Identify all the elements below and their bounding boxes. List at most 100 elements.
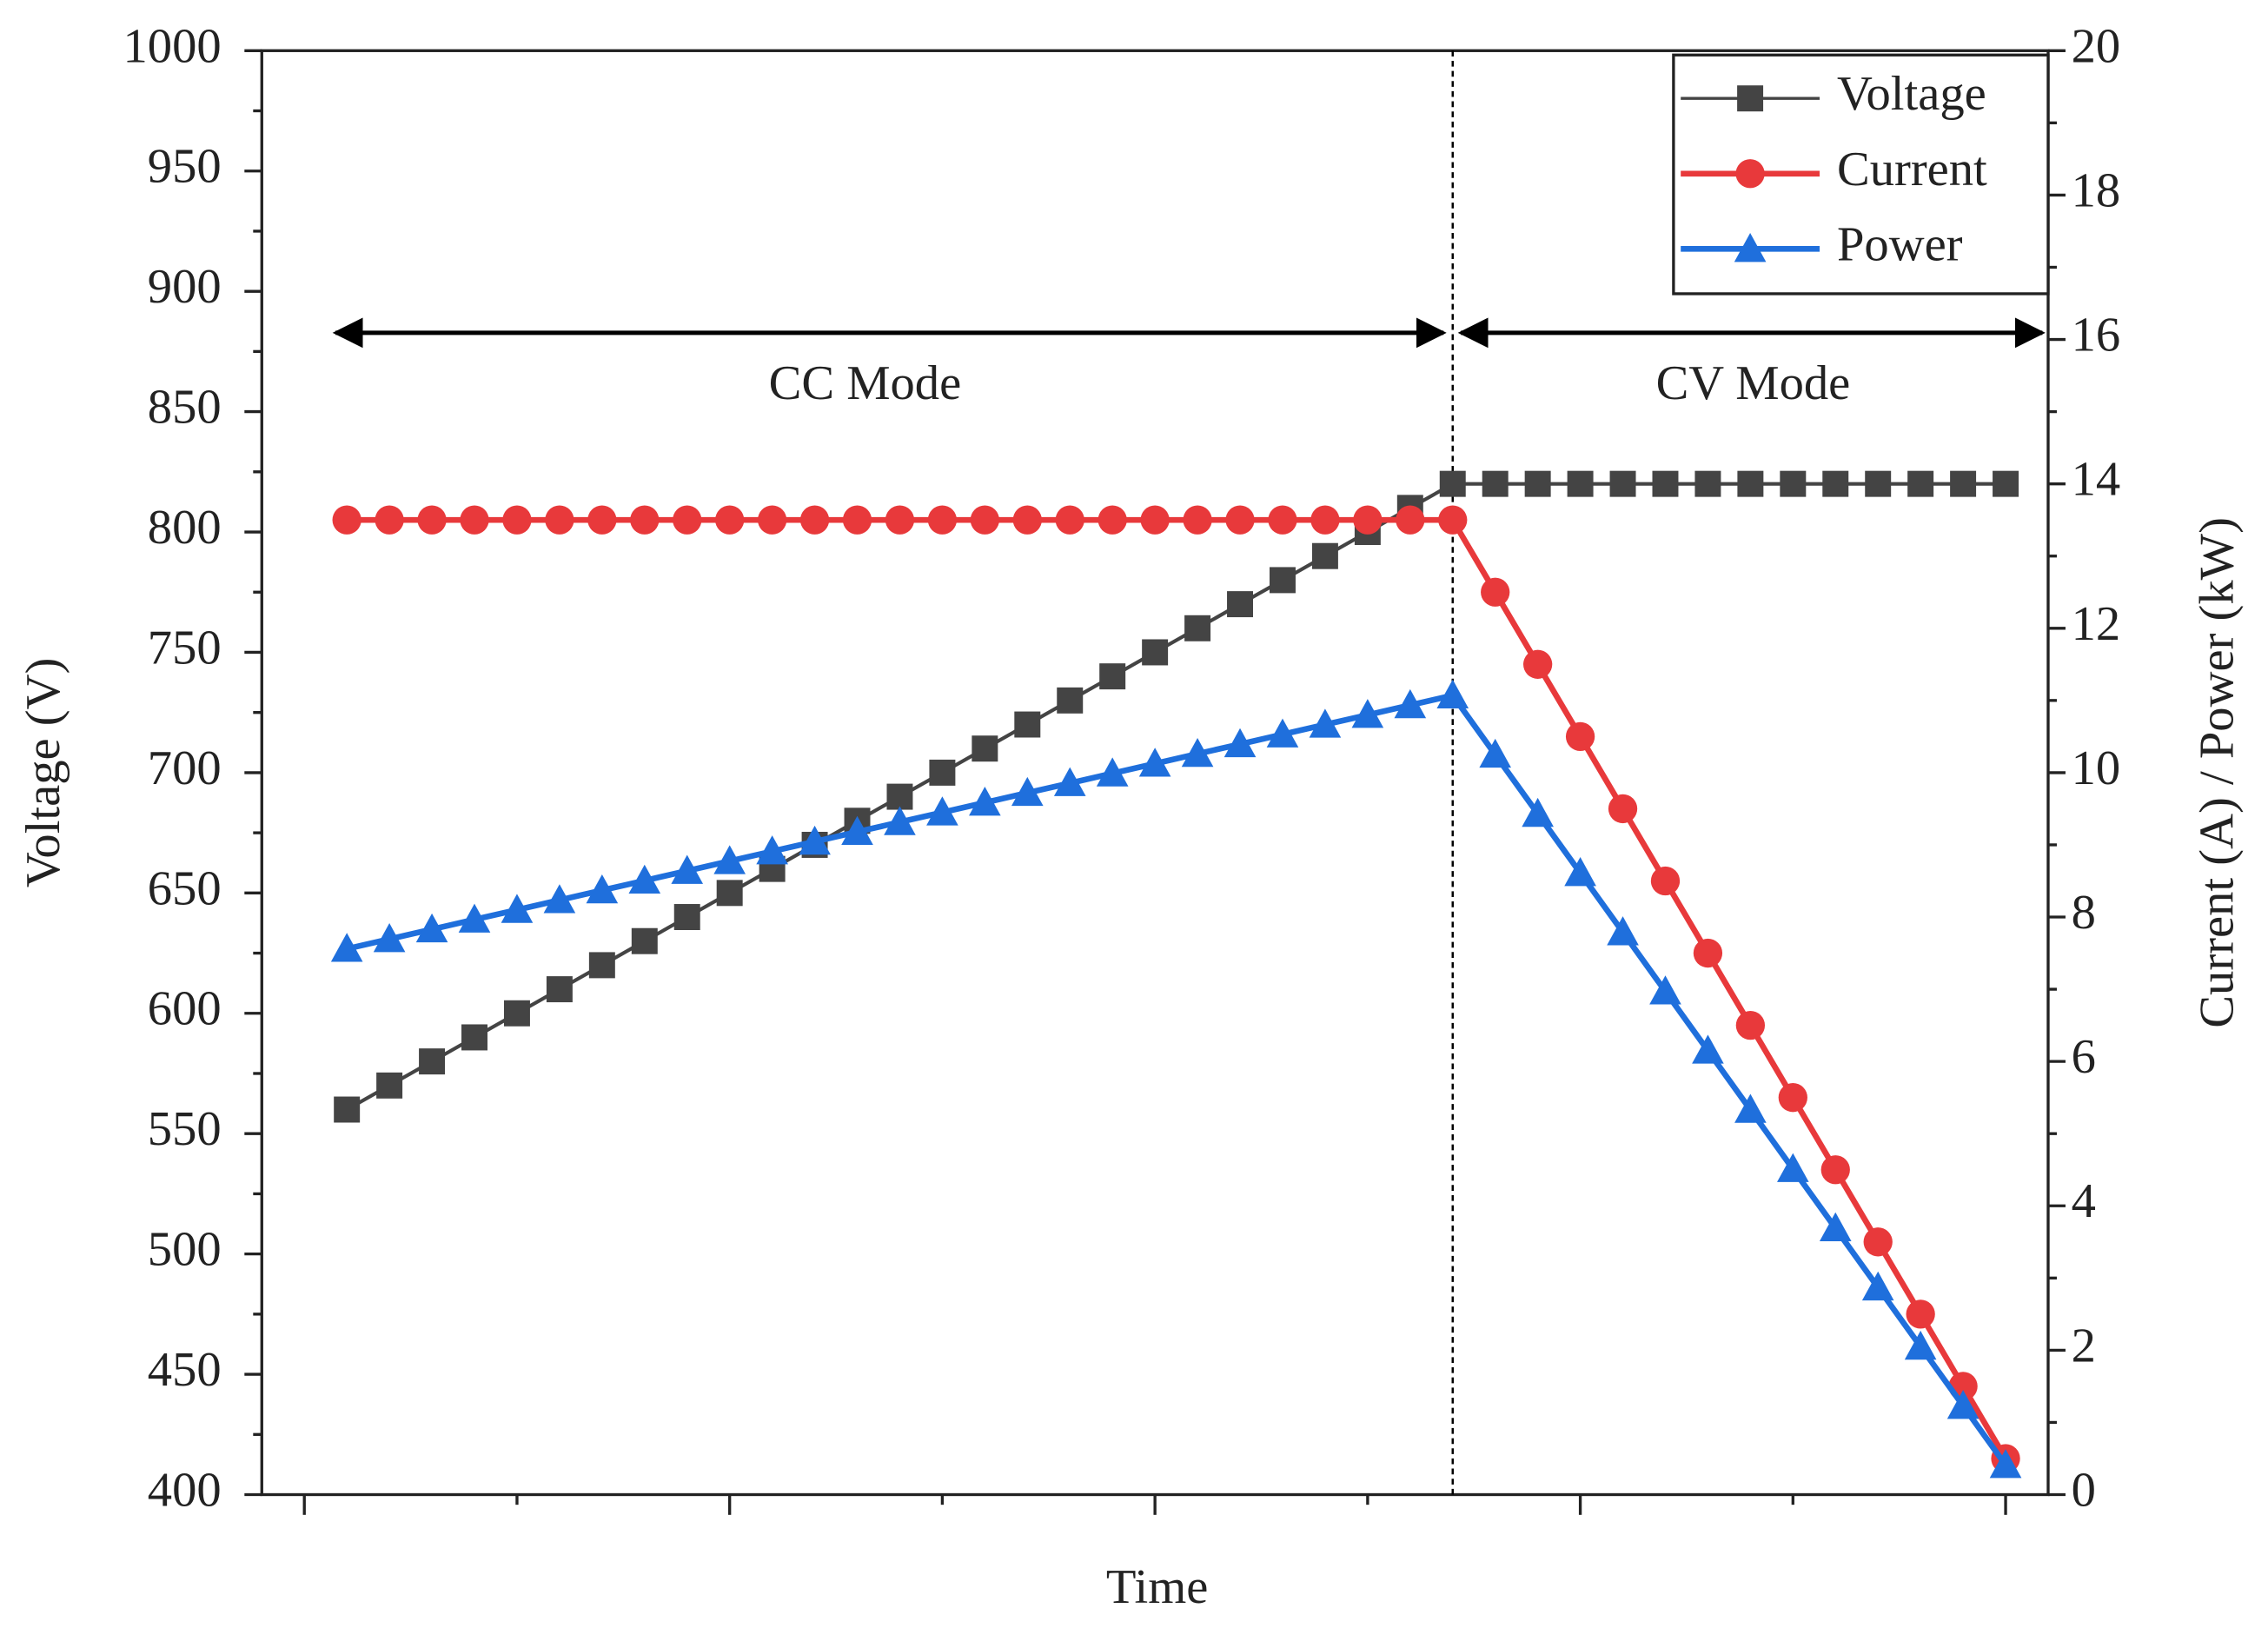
marker [1266, 718, 1299, 748]
marker [1693, 938, 1723, 968]
marker [1950, 470, 1977, 497]
marker [1436, 679, 1469, 709]
y-tick-label: 450 [148, 1343, 222, 1397]
marker [1780, 470, 1807, 497]
marker [458, 903, 491, 933]
marker [1609, 470, 1636, 497]
y2-tick-label: 10 [2072, 741, 2121, 795]
marker [330, 933, 363, 962]
marker [927, 505, 958, 535]
marker [1820, 1155, 1850, 1185]
marker [969, 787, 1001, 816]
marker [1011, 776, 1044, 807]
y2-tick-label: 4 [2072, 1174, 2096, 1228]
marker [373, 923, 406, 953]
marker [1822, 470, 1849, 497]
marker [1099, 663, 1126, 690]
x-axis-label: Time [1106, 1560, 1208, 1614]
marker [1650, 866, 1681, 896]
marker [1224, 728, 1257, 758]
legend-label: Voltage [1837, 67, 1986, 121]
y-tick-label: 800 [148, 501, 222, 555]
marker [1053, 767, 1086, 796]
marker [631, 927, 658, 954]
marker [1225, 505, 1255, 535]
marker [1138, 748, 1171, 777]
marker [1777, 1153, 1809, 1182]
y-tick-label: 600 [148, 982, 222, 1036]
marker [1227, 591, 1254, 618]
marker [1735, 1010, 1766, 1040]
marker [419, 1048, 446, 1075]
marker [1906, 1299, 1935, 1329]
marker [1055, 505, 1084, 535]
series-line [346, 692, 2008, 1467]
marker [886, 783, 913, 810]
marker [1183, 505, 1212, 535]
marker [1096, 757, 1129, 787]
marker [1353, 505, 1383, 535]
marker [1694, 470, 1721, 497]
marker [1865, 470, 1892, 497]
marker [1351, 699, 1384, 728]
marker [972, 735, 998, 762]
marker [799, 825, 831, 855]
marker [587, 505, 617, 535]
y-tick-label: 400 [148, 1463, 222, 1517]
y2-tick-label: 14 [2072, 453, 2121, 507]
marker [756, 835, 788, 865]
y-axis-label: Voltage (V) [17, 658, 70, 888]
marker [715, 505, 745, 535]
marker [1737, 85, 1764, 112]
marker [885, 505, 915, 535]
marker [502, 505, 532, 535]
marker [1014, 711, 1041, 738]
marker [1567, 470, 1594, 497]
marker [1946, 1390, 1980, 1419]
marker [1310, 505, 1340, 535]
marker [1181, 737, 1214, 768]
marker [1439, 470, 1466, 497]
y2-tick-label: 8 [2072, 886, 2096, 940]
legend-label: Power [1837, 217, 1963, 271]
marker [630, 505, 660, 535]
marker [842, 505, 872, 535]
marker [1649, 975, 1681, 1005]
legend-label: Current [1837, 143, 1987, 196]
marker [1737, 470, 1764, 497]
marker [799, 505, 830, 535]
marker [376, 1072, 403, 1099]
marker [1652, 470, 1679, 497]
marker [1734, 233, 1767, 263]
marker [332, 505, 361, 535]
marker [1904, 1330, 1937, 1360]
marker [1140, 505, 1170, 535]
y-tick-label: 850 [148, 381, 222, 435]
marker [1396, 505, 1425, 535]
marker [1482, 470, 1509, 497]
marker [1735, 159, 1765, 189]
marker [1565, 721, 1595, 752]
y-tick-label: 550 [148, 1102, 222, 1156]
marker [1438, 505, 1468, 535]
marker [1692, 1034, 1724, 1064]
marker [1142, 639, 1169, 666]
marker [1607, 916, 1639, 946]
marker [375, 505, 404, 535]
marker [1608, 794, 1638, 824]
y-tick-label: 950 [148, 140, 222, 194]
series-line [346, 482, 2006, 1112]
marker [503, 1000, 530, 1027]
marker [970, 505, 999, 535]
marker [713, 845, 746, 874]
marker [1564, 857, 1596, 887]
marker [884, 806, 916, 835]
marker [716, 880, 743, 907]
marker [1522, 797, 1554, 827]
marker [1524, 470, 1551, 497]
marker [1861, 1271, 1894, 1301]
marker [1184, 615, 1211, 641]
y-tick-label: 750 [148, 621, 222, 675]
